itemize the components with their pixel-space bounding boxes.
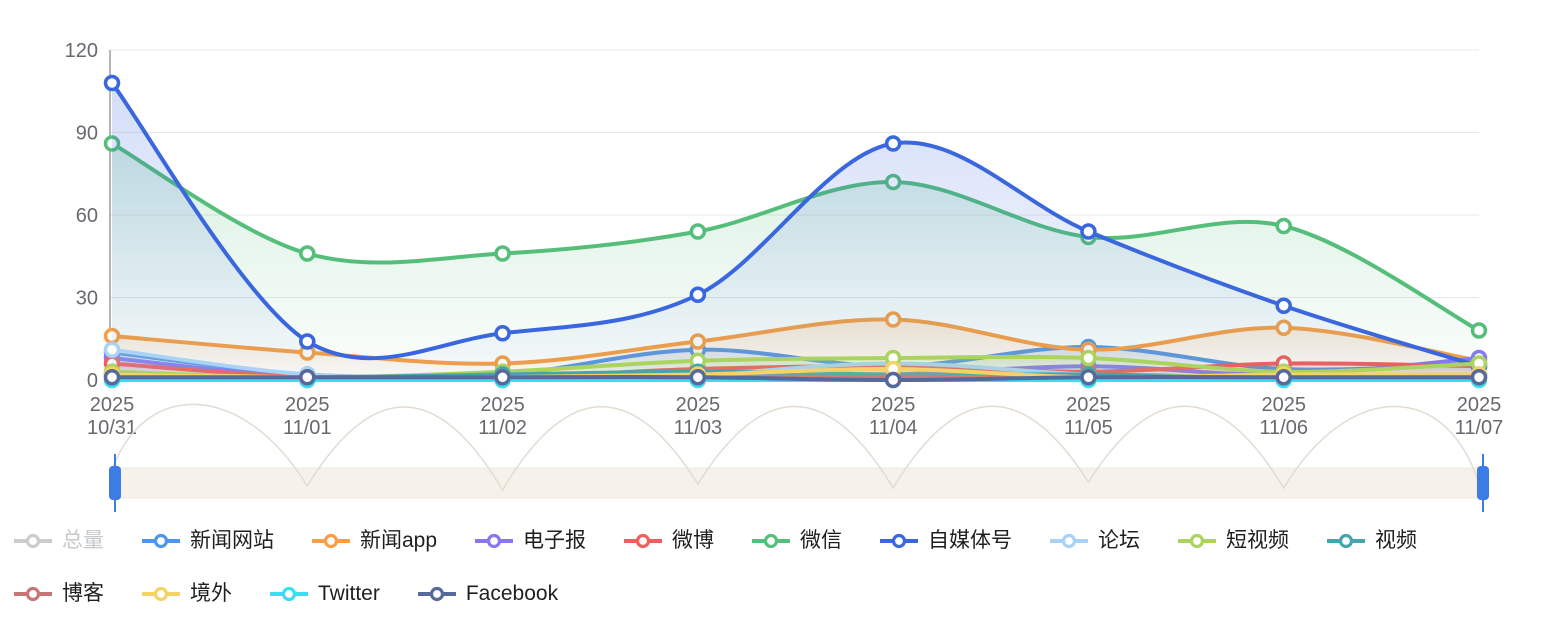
- series-area-zimeitihao: [112, 83, 1479, 380]
- legend-label-weixin: 微信: [800, 529, 843, 552]
- legend-marker-luntan-icon: [1050, 533, 1089, 548]
- series-point-zimeitihao-5: [1080, 223, 1097, 240]
- series-point-zimeitihao-6: [1275, 297, 1292, 314]
- legend-marker-facebook-icon: [417, 586, 456, 601]
- legend-marker-weibo-icon: [624, 533, 663, 548]
- y-axis-label-60: 60: [76, 205, 98, 227]
- series-point-weixin-1: [299, 245, 316, 262]
- legend-label-xinwen-wangzhan: 新闻网站: [190, 529, 274, 552]
- series-point-facebook-6: [1275, 369, 1292, 386]
- series-point-facebook-5: [1080, 369, 1097, 386]
- series-point-duanshipin-5: [1080, 349, 1097, 367]
- series-point-luntan-0: [103, 341, 121, 358]
- datazoom-slider-track[interactable]: [114, 467, 1484, 499]
- legend-marker-zongliang-icon: [14, 533, 52, 548]
- y-axis-label-120: 120: [65, 40, 98, 62]
- datazoom-handle-right[interactable]: [1477, 466, 1489, 500]
- legend-label-shipin: 视频: [1375, 529, 1418, 552]
- legend-label-zimeitihao: 自媒体号: [928, 529, 1013, 552]
- x-axis-label-1: 2025 11/01: [283, 394, 332, 439]
- y-axis-label-0: 0: [87, 370, 98, 392]
- legend-marker-boke-icon: [14, 586, 52, 601]
- legend-item-weixin[interactable]: 微信: [752, 530, 842, 551]
- legend-row-2: 博客 境外 Twitter Facebook: [14, 583, 558, 604]
- legend-item-shipin[interactable]: 视频: [1327, 530, 1417, 551]
- legend-label-dianzibao: 电子报: [523, 529, 587, 552]
- legend-item-luntan[interactable]: 论坛: [1050, 530, 1140, 551]
- legend-label-boke: 博客: [62, 582, 104, 605]
- series-point-weixin-7: [1470, 322, 1488, 339]
- legend-marker-weixin-icon: [752, 533, 791, 548]
- series-line-facebook: [110, 375, 1481, 383]
- legend-item-zimeitihao[interactable]: 自媒体号: [880, 530, 1012, 551]
- legend-item-xinwen-app[interactable]: 新闻app: [312, 530, 437, 551]
- series-line-weixin: [110, 141, 1481, 333]
- legend-item-weibo[interactable]: 微博: [624, 530, 714, 551]
- legend-label-duanshipin: 短视频: [1226, 529, 1290, 552]
- series-point-zimeitihao-2: [494, 325, 511, 342]
- x-axis-label-4: 2025 11/04: [869, 394, 918, 439]
- series-point-weixin-2: [494, 245, 511, 262]
- legend-label-luntan: 论坛: [1098, 529, 1141, 552]
- x-axis-label-2: 2025 11/02: [478, 394, 527, 439]
- legend-item-dianzibao[interactable]: 电子报: [475, 530, 586, 551]
- legend-item-boke[interactable]: 博客: [14, 583, 104, 604]
- legend-marker-shipin-icon: [1327, 533, 1366, 548]
- datazoom-data-shadow: [111, 403, 1480, 492]
- legend-marker-dianzibao-icon: [475, 533, 514, 548]
- legend-marker-jingwai-icon: [142, 586, 180, 601]
- series-point-zimeitihao-1: [299, 333, 316, 350]
- series-point-facebook-1: [299, 369, 316, 386]
- series-point-facebook-4: [884, 371, 902, 389]
- legend-marker-xinwen-wangzhan-icon: [142, 533, 180, 548]
- legend-label-facebook: Facebook: [465, 582, 559, 605]
- legend-marker-zimeitihao-icon: [880, 533, 919, 548]
- legend-item-duanshipin[interactable]: 短视频: [1178, 530, 1289, 551]
- series-point-facebook-3: [689, 369, 707, 386]
- legend-item-twitter[interactable]: Twitter: [270, 583, 380, 604]
- legend-item-xinwen-wangzhan[interactable]: 新闻网站: [142, 530, 274, 551]
- x-axis-label-6: 2025 11/06: [1259, 394, 1308, 439]
- legend-label-zongliang: 总量: [62, 529, 104, 552]
- chart-canvas: 0 30 60 90 120 2025 10/31 2025 11/01 2025 11/02 202…: [65, 40, 1504, 512]
- series-point-zimeitihao-0: [103, 74, 121, 92]
- series-point-weixin-6: [1275, 217, 1292, 235]
- series-area-jingwai: [112, 368, 1479, 380]
- y-axis-label-90: 90: [76, 123, 98, 145]
- legend-row-1: 总量 新闻网站 新闻app 电子报 微博 微信 自媒体号 论坛 短视频 视频: [14, 530, 1417, 551]
- x-axis-label-7: 2025 11/07: [1455, 394, 1504, 439]
- legend-label-xinwen-app: 新闻app: [360, 529, 438, 552]
- legend-marker-duanshipin-icon: [1178, 533, 1217, 548]
- x-axis-label-3: 2025 11/03: [674, 394, 723, 439]
- x-axis-label-5: 2025 11/05: [1064, 394, 1113, 439]
- series-point-facebook-0: [103, 369, 121, 386]
- series-point-weixin-3: [689, 223, 707, 240]
- legend-marker-xinwen-app-icon: [312, 533, 350, 548]
- legend-label-twitter: Twitter: [318, 582, 380, 605]
- legend-label-weibo: 微博: [672, 529, 715, 552]
- legend-label-jingwai: 境外: [190, 582, 232, 605]
- series-point-zimeitihao-3: [689, 286, 707, 303]
- legend-item-facebook[interactable]: Facebook: [417, 582, 559, 605]
- datazoom-handle-left[interactable]: [109, 466, 121, 500]
- series-point-zimeitihao-4: [884, 135, 902, 152]
- series-point-facebook-2: [494, 369, 511, 386]
- legend-item-zongliang[interactable]: 总量: [14, 530, 104, 551]
- legend-item-jingwai[interactable]: 境外: [142, 583, 232, 604]
- series-point-facebook-7: [1470, 369, 1488, 386]
- x-axis-label-0: 2025 10/31: [87, 394, 137, 439]
- y-axis-label-30: 30: [76, 288, 98, 310]
- legend-marker-twitter-icon: [270, 586, 308, 601]
